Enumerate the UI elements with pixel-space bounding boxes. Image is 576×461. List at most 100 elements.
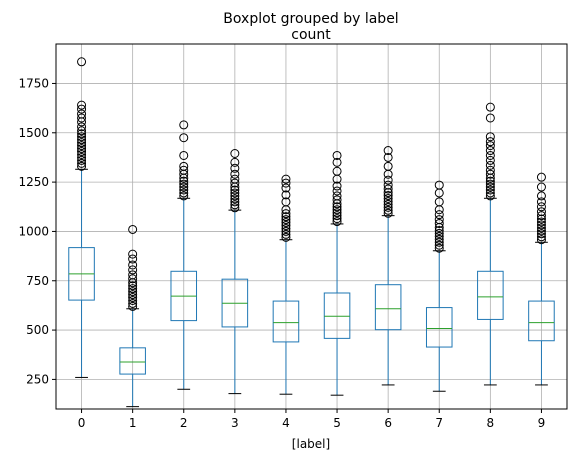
outlier-point — [281, 215, 291, 225]
outlier-point — [536, 232, 546, 242]
y-tick-label: 250 — [26, 372, 49, 386]
outlier-point — [230, 174, 240, 184]
box-group-9 — [528, 172, 555, 386]
outlier-point — [179, 165, 189, 175]
iqr-box — [528, 300, 555, 342]
outlier-point — [383, 205, 393, 215]
outlier-point — [230, 203, 240, 213]
outlier-point — [332, 150, 342, 160]
outlier-point — [128, 281, 138, 291]
outlier-point — [536, 207, 546, 217]
outlier-point — [77, 135, 87, 145]
outlier-point — [485, 146, 495, 156]
iqr-box — [323, 292, 351, 339]
outlier-point — [128, 274, 138, 284]
outlier-point — [77, 138, 87, 148]
outlier-point — [434, 197, 444, 207]
x-tick-label: 9 — [538, 416, 546, 430]
outlier-point — [179, 176, 189, 186]
outlier-point — [332, 195, 342, 205]
outlier-point — [383, 152, 393, 162]
outlier-point — [77, 141, 87, 151]
x-tick-label: 8 — [487, 416, 495, 430]
outlier-point — [77, 126, 87, 136]
outlier-point — [434, 231, 444, 241]
box-group-6 — [374, 146, 402, 386]
outlier-point — [77, 104, 87, 114]
outlier-point — [332, 166, 342, 176]
outlier-point — [485, 132, 495, 142]
iqr-box — [119, 347, 146, 375]
outlier-point — [485, 179, 495, 189]
outlier-point — [230, 163, 240, 173]
outlier-point — [485, 185, 495, 195]
outlier-point — [485, 102, 495, 112]
outlier-point — [281, 190, 291, 200]
outlier-point — [77, 147, 87, 157]
outlier-point — [434, 243, 444, 253]
outlier-point — [77, 152, 87, 162]
outlier-point — [128, 260, 138, 270]
outlier-point — [434, 219, 444, 229]
outlier-point — [77, 155, 87, 165]
outlier-point — [485, 176, 495, 186]
outlier-point — [77, 113, 87, 123]
x-tick-label: 7 — [435, 416, 443, 430]
outlier-point — [179, 133, 189, 143]
outlier-point — [281, 178, 291, 188]
box-group-3 — [221, 149, 249, 395]
box-group-0 — [68, 57, 95, 378]
iqr-box — [477, 270, 504, 320]
x-tick-label: 5 — [333, 416, 341, 430]
outlier-point — [332, 186, 342, 196]
outlier-point — [332, 214, 342, 224]
outlier-point — [383, 208, 393, 218]
outlier-point — [434, 240, 444, 250]
outlier-point — [434, 210, 444, 220]
outlier-point — [536, 202, 546, 212]
outlier-point — [128, 265, 138, 275]
outlier-point — [281, 212, 291, 222]
outlier-point — [77, 109, 87, 119]
box-group-1 — [119, 224, 146, 408]
outlier-point — [128, 249, 138, 259]
outlier-point — [536, 229, 546, 239]
outlier-point — [485, 155, 495, 165]
y-tick-label: 1750 — [18, 76, 49, 90]
iqr-box — [374, 284, 402, 331]
outlier-point — [281, 229, 291, 239]
outlier-point — [383, 202, 393, 212]
outlier-point — [536, 223, 546, 233]
outlier-point — [383, 193, 393, 203]
outlier-point — [128, 290, 138, 300]
outlier-point — [485, 191, 495, 201]
plot-area-frame — [55, 43, 568, 410]
y-tick-label: 750 — [26, 274, 49, 288]
box-group-8 — [477, 102, 504, 386]
outlier-point — [281, 174, 291, 184]
outlier-point — [536, 235, 546, 245]
outlier-point — [128, 284, 138, 294]
outlier-point — [77, 122, 87, 132]
outlier-point — [383, 196, 393, 206]
y-tick-label: 500 — [26, 323, 49, 337]
outlier-point — [179, 191, 189, 201]
outlier-point — [332, 217, 342, 227]
outlier-point — [230, 178, 240, 188]
outlier-point — [383, 175, 393, 185]
outlier-point — [485, 160, 495, 170]
outlier-point — [230, 188, 240, 198]
outlier-point — [128, 295, 138, 305]
outlier-point — [77, 144, 87, 154]
outlier-point — [332, 202, 342, 212]
x-tick-label: 6 — [384, 416, 392, 430]
outlier-point — [281, 221, 291, 231]
outlier-point — [281, 232, 291, 242]
outlier-point — [485, 113, 495, 123]
outlier-point — [332, 157, 342, 167]
outlier-point — [536, 214, 546, 224]
chart-suptitle: Boxplot grouped by label — [223, 11, 398, 27]
outlier-point — [383, 191, 393, 201]
